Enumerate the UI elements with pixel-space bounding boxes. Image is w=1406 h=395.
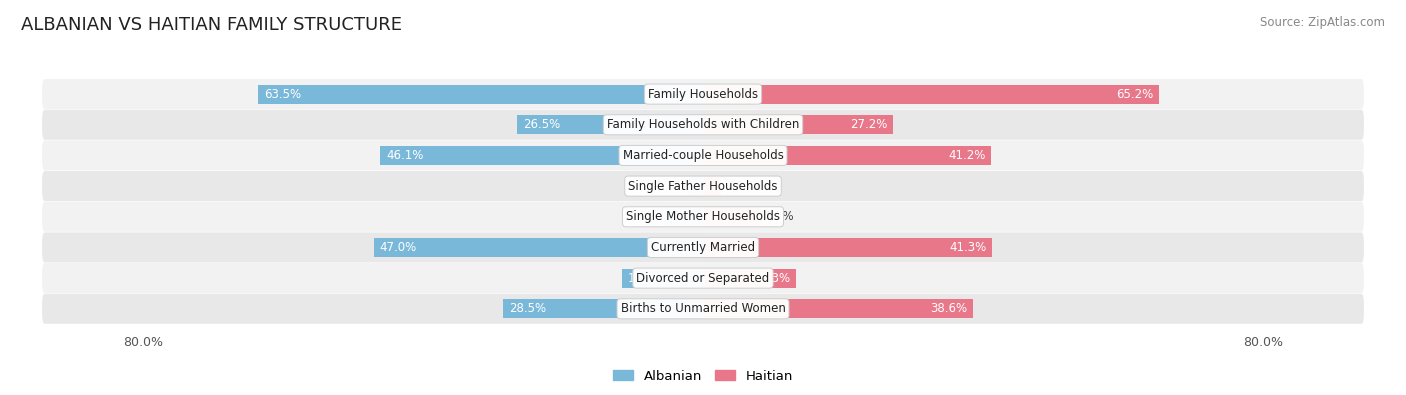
Text: 65.2%: 65.2% [1116, 88, 1154, 101]
Text: Divorced or Separated: Divorced or Separated [637, 272, 769, 285]
FancyBboxPatch shape [42, 202, 1364, 232]
Bar [662, 207, 703, 226]
Bar [703, 207, 761, 226]
Bar [517, 115, 703, 134]
Text: Births to Unmarried Women: Births to Unmarried Women [620, 302, 786, 315]
Text: 27.2%: 27.2% [851, 118, 887, 131]
Bar [703, 177, 721, 196]
Bar [503, 299, 703, 318]
Text: 38.6%: 38.6% [931, 302, 967, 315]
Text: 5.9%: 5.9% [628, 210, 658, 223]
Bar [703, 115, 893, 134]
Text: Single Mother Households: Single Mother Households [626, 210, 780, 223]
Text: 41.2%: 41.2% [949, 149, 986, 162]
Text: 28.5%: 28.5% [509, 302, 546, 315]
Text: Currently Married: Currently Married [651, 241, 755, 254]
FancyBboxPatch shape [42, 232, 1364, 263]
Text: 2.6%: 2.6% [724, 180, 755, 193]
Text: 41.3%: 41.3% [949, 241, 987, 254]
Bar [374, 238, 703, 257]
FancyBboxPatch shape [42, 263, 1364, 293]
Bar [259, 85, 703, 103]
Bar [703, 238, 993, 257]
Text: Family Households: Family Households [648, 88, 758, 101]
Bar [703, 299, 973, 318]
Text: Family Households with Children: Family Households with Children [607, 118, 799, 131]
FancyBboxPatch shape [42, 294, 1364, 324]
Text: 13.3%: 13.3% [754, 272, 790, 285]
Text: 8.3%: 8.3% [765, 210, 794, 223]
FancyBboxPatch shape [42, 110, 1364, 140]
Text: Source: ZipAtlas.com: Source: ZipAtlas.com [1260, 16, 1385, 29]
Legend: Albanian, Haitian: Albanian, Haitian [613, 370, 793, 382]
Bar [703, 269, 796, 288]
Bar [703, 85, 1160, 103]
Bar [689, 177, 703, 196]
Text: Married-couple Households: Married-couple Households [623, 149, 783, 162]
Text: 11.5%: 11.5% [628, 272, 665, 285]
Text: 46.1%: 46.1% [385, 149, 423, 162]
Text: Single Father Households: Single Father Households [628, 180, 778, 193]
Text: 26.5%: 26.5% [523, 118, 561, 131]
FancyBboxPatch shape [42, 140, 1364, 171]
Text: 2.0%: 2.0% [655, 180, 686, 193]
Text: 47.0%: 47.0% [380, 241, 416, 254]
Text: ALBANIAN VS HAITIAN FAMILY STRUCTURE: ALBANIAN VS HAITIAN FAMILY STRUCTURE [21, 16, 402, 34]
FancyBboxPatch shape [42, 79, 1364, 109]
Bar [623, 269, 703, 288]
Text: 63.5%: 63.5% [264, 88, 301, 101]
FancyBboxPatch shape [42, 171, 1364, 201]
Bar [703, 146, 991, 165]
Bar [380, 146, 703, 165]
